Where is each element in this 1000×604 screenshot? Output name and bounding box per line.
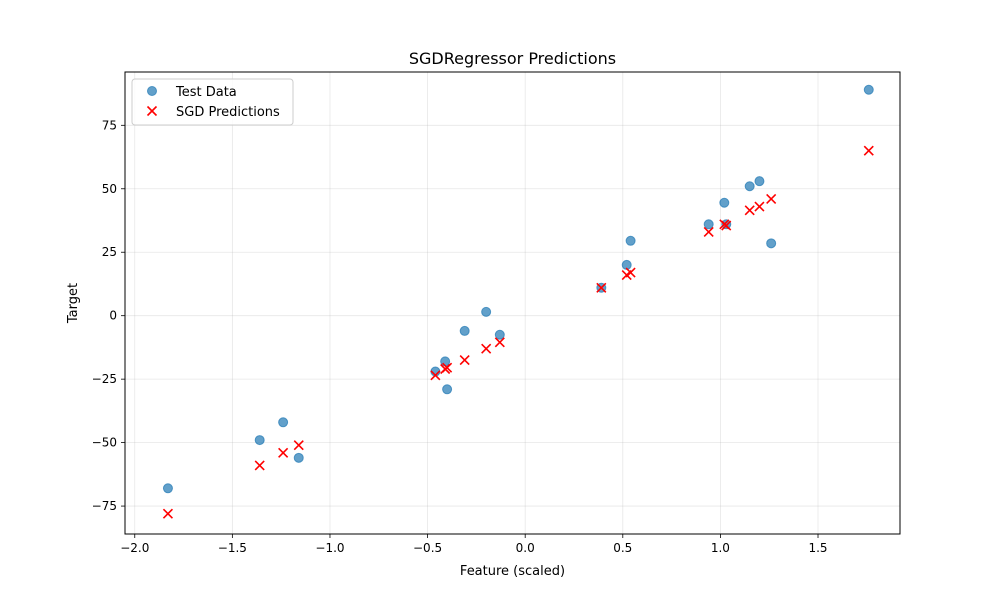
y-tick-label: 75 [102,118,117,132]
test-data-point [162,483,173,494]
test-data-point [625,235,636,246]
test-data-point [494,329,505,340]
sgd-prediction-point [721,220,732,231]
test-data-point [481,306,492,317]
x-tick-label: −0.5 [413,541,442,555]
test-data-point [459,325,470,336]
x-tick-label: −1.0 [315,541,344,555]
legend-marker-sgd-predictions [146,105,158,117]
legend-box [131,78,294,126]
sgd-prediction-point [293,440,304,451]
x-axis-label: Feature (scaled) [460,564,565,579]
x-tick-label: −1.5 [218,541,247,555]
x-tick-label: −2.0 [120,541,149,555]
y-axis-label: Target [66,283,81,324]
sgd-prediction-point [430,370,441,381]
x-axis: −2.0 −1.5 −1.0 −0.5 0.0 0.5 1.0 1.5 [120,534,828,555]
y-axis: −75 −50 −25 0 25 50 75 [92,118,125,513]
legend: Test Data SGD Predictions [131,78,294,126]
test-data-point [703,219,714,230]
chart-title: SGDRegressor Predictions [409,49,616,68]
y-tick-label: −25 [92,372,117,386]
test-data-point [278,417,289,428]
test-data-point [754,176,765,187]
sgd-prediction-point [744,205,755,216]
test-data-point [744,181,755,192]
test-data-point [440,356,451,367]
sgd-prediction-point [442,362,453,373]
test-data-point [254,435,265,446]
data-points [162,84,874,519]
test-data-point [293,452,304,463]
y-tick-label: 25 [102,245,117,259]
sgd-prediction-point [766,193,777,204]
test-data-point [721,219,732,230]
sgd-prediction-point [625,267,636,278]
y-tick-label: −50 [92,436,117,450]
legend-label-test-data: Test Data [175,85,237,100]
plot-frame [124,71,901,535]
legend-label-sgd-predictions: SGD Predictions [176,105,280,120]
sgd-prediction-point [596,282,607,293]
x-tick-label: 1.5 [808,541,827,555]
legend-marker-test-data [147,86,157,96]
sgd-prediction-point [494,337,505,348]
test-data-point [442,384,453,395]
test-data-point [766,238,777,249]
test-data-point [863,84,874,95]
grid [125,72,900,534]
x-tick-label: 1.0 [711,541,730,555]
y-tick-label: 0 [109,309,117,323]
sgd-prediction-point [459,355,470,366]
test-data-point [719,197,730,208]
sgd-prediction-point [481,343,492,354]
x-tick-label: 0.5 [613,541,632,555]
x-tick-label: 0.0 [516,541,535,555]
sgd-prediction-point [703,226,714,237]
y-tick-label: −75 [92,499,117,513]
y-tick-label: 50 [102,182,117,196]
sgd-prediction-point [278,447,289,458]
sgd-prediction-point [863,145,874,156]
sgd-prediction-point [754,201,765,212]
sgd-prediction-point [162,508,174,519]
sgd-prediction-point [254,460,265,471]
